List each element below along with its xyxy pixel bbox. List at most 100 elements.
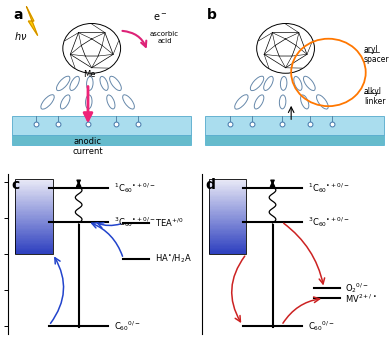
Bar (15, 211, 53, 212)
Bar (209, 242, 247, 244)
Bar (209, 181, 247, 182)
Bar (209, 192, 247, 194)
Ellipse shape (235, 95, 248, 109)
Bar (15, 204, 53, 205)
Text: $^1$C$_{60}$$^{\bullet+0/-}$: $^1$C$_{60}$$^{\bullet+0/-}$ (114, 181, 156, 195)
Bar (15, 186, 53, 188)
Circle shape (63, 24, 121, 73)
Bar (15, 201, 53, 203)
Bar (15, 248, 53, 249)
Text: d: d (205, 178, 215, 192)
Ellipse shape (316, 95, 328, 109)
Ellipse shape (110, 76, 122, 91)
Bar (15, 242, 53, 244)
Text: O$_2$$^{0/-}$: O$_2$$^{0/-}$ (345, 281, 369, 295)
Bar (209, 214, 247, 215)
Bar (15, 253, 53, 254)
Bar (209, 206, 247, 207)
Bar (15, 190, 53, 191)
Bar (15, 241, 53, 242)
Circle shape (257, 24, 314, 73)
Bar (209, 204, 247, 205)
Bar (15, 249, 53, 250)
Bar (15, 199, 53, 200)
Bar (209, 238, 247, 239)
Text: $^1$C$_{60}$$^{\bullet+0/-}$: $^1$C$_{60}$$^{\bullet+0/-}$ (308, 181, 350, 195)
Bar (209, 189, 247, 190)
Bar (15, 234, 53, 235)
Bar (209, 211, 247, 212)
Bar (209, 207, 247, 209)
Ellipse shape (280, 76, 287, 90)
Bar (209, 218, 247, 219)
Text: c: c (12, 178, 20, 192)
Text: MV$^{2+/\bullet}$: MV$^{2+/\bullet}$ (345, 292, 377, 305)
Bar (209, 216, 247, 218)
Ellipse shape (123, 95, 134, 109)
Bar (15, 188, 53, 189)
Ellipse shape (56, 76, 70, 91)
Bar (209, 188, 247, 189)
Text: C$_{60}$$^{0/-}$: C$_{60}$$^{0/-}$ (308, 318, 335, 332)
Bar (15, 196, 53, 197)
Bar (209, 224, 247, 225)
Bar (209, 223, 247, 224)
Bar (209, 219, 247, 220)
Bar (209, 179, 247, 254)
Bar (15, 240, 53, 241)
Bar (15, 246, 53, 248)
Polygon shape (205, 116, 384, 135)
Text: Me: Me (83, 70, 96, 79)
Bar (15, 224, 53, 225)
Text: $h\nu$: $h\nu$ (14, 30, 27, 42)
Bar (15, 203, 53, 204)
Ellipse shape (279, 95, 286, 109)
Text: alkyl
linker: alkyl linker (364, 87, 385, 106)
Bar (15, 185, 53, 186)
Ellipse shape (85, 95, 92, 109)
Bar (15, 179, 53, 254)
Bar (15, 210, 53, 211)
Bar (209, 235, 247, 236)
Bar (209, 220, 247, 221)
Bar (209, 210, 247, 211)
Bar (15, 184, 53, 185)
Ellipse shape (301, 95, 309, 109)
Bar (209, 200, 247, 201)
Ellipse shape (294, 76, 302, 90)
Bar (15, 219, 53, 220)
Text: TEA$^{+/0}$: TEA$^{+/0}$ (155, 217, 183, 229)
Bar (15, 195, 53, 196)
Bar (209, 234, 247, 235)
Bar (209, 233, 247, 234)
Ellipse shape (87, 76, 93, 90)
Bar (15, 192, 53, 194)
Bar (15, 200, 53, 201)
Bar (209, 239, 247, 240)
Bar (15, 189, 53, 190)
Bar (209, 246, 247, 248)
Bar (209, 201, 247, 203)
Bar (15, 209, 53, 210)
Bar (209, 190, 247, 191)
Bar (209, 226, 247, 227)
Bar (15, 239, 53, 240)
Bar (15, 231, 53, 233)
Text: C$_{60}$$^{0/-}$: C$_{60}$$^{0/-}$ (114, 318, 141, 332)
Bar (209, 225, 247, 226)
Ellipse shape (100, 76, 108, 90)
Bar (15, 225, 53, 226)
Bar (15, 216, 53, 218)
Bar (15, 215, 53, 216)
Ellipse shape (70, 76, 80, 90)
Bar (209, 250, 247, 251)
Bar (15, 206, 53, 207)
Bar (15, 227, 53, 229)
Bar (15, 205, 53, 206)
Bar (15, 245, 53, 246)
Bar (209, 191, 247, 192)
Bar (209, 215, 247, 216)
Bar (15, 233, 53, 234)
Bar (15, 238, 53, 239)
Bar (209, 179, 247, 180)
